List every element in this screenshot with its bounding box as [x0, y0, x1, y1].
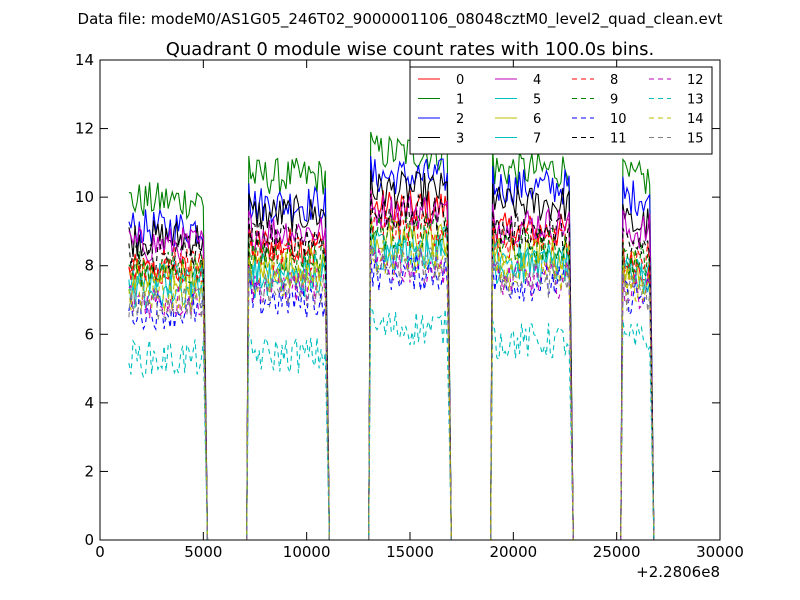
x-tick-labels: 0 5000 10000 15000 20000 25000 30000	[95, 543, 744, 561]
x-tick-label-2: 10000	[283, 543, 331, 561]
x-offset-text: +2.2806e8	[636, 563, 720, 581]
y-tick-label-2: 4	[84, 394, 94, 412]
legend-label-7: 7	[533, 132, 541, 147]
series-line-12	[128, 244, 655, 541]
y-tick-label-3: 6	[84, 325, 94, 343]
series-line-1	[128, 131, 655, 541]
y-tick-label-7: 14	[75, 51, 94, 69]
legend-box	[409, 66, 713, 155]
y-tick-label-4: 8	[84, 257, 94, 275]
legend-label-8: 8	[610, 73, 618, 88]
x-tick-label-3: 15000	[386, 543, 434, 561]
series-lines	[128, 131, 655, 541]
series-line-9	[128, 210, 655, 541]
legend-label-13: 13	[687, 93, 704, 108]
plot-frame	[99, 59, 721, 541]
legend-label-11: 11	[610, 132, 627, 147]
series-line-8	[128, 207, 655, 541]
figure-suptitle: Data file: modeM0/AS1G05_246T02_90000011…	[78, 10, 723, 29]
legend-label-6: 6	[533, 112, 541, 127]
x-tick-label-1: 5000	[184, 543, 222, 561]
legend-label-15: 15	[687, 132, 704, 147]
series-line-11	[128, 193, 655, 541]
chart-title: Quadrant 0 module wise count rates with …	[166, 39, 655, 60]
series-line-15	[128, 243, 655, 541]
legend-label-2: 2	[456, 112, 464, 127]
y-tick-labels: 0 2 4 6 8 10 12 14	[75, 51, 94, 549]
legend-label-9: 9	[610, 93, 618, 108]
legend-label-0: 0	[456, 73, 464, 88]
legend-label-4: 4	[533, 73, 541, 88]
x-tick-label-0: 0	[95, 543, 105, 561]
series-line-13	[128, 306, 655, 541]
y-tick-label-1: 2	[84, 462, 94, 480]
x-tick-label-6: 30000	[696, 543, 744, 561]
y-tick-label-6: 12	[75, 120, 94, 138]
legend-label-5: 5	[533, 93, 541, 108]
y-tick-label-5: 10	[75, 188, 94, 206]
series-line-3	[128, 169, 655, 541]
legend-label-1: 1	[456, 93, 464, 108]
series-line-10	[128, 251, 655, 541]
legend-label-10: 10	[610, 112, 627, 127]
x-tick-label-5: 25000	[593, 543, 641, 561]
y-tick-label-0: 0	[84, 531, 94, 549]
legend-label-3: 3	[456, 132, 464, 147]
legend-label-12: 12	[687, 73, 704, 88]
series-line-5	[128, 222, 655, 541]
legend-label-14: 14	[687, 112, 704, 127]
x-tick-label-4: 20000	[489, 543, 537, 561]
